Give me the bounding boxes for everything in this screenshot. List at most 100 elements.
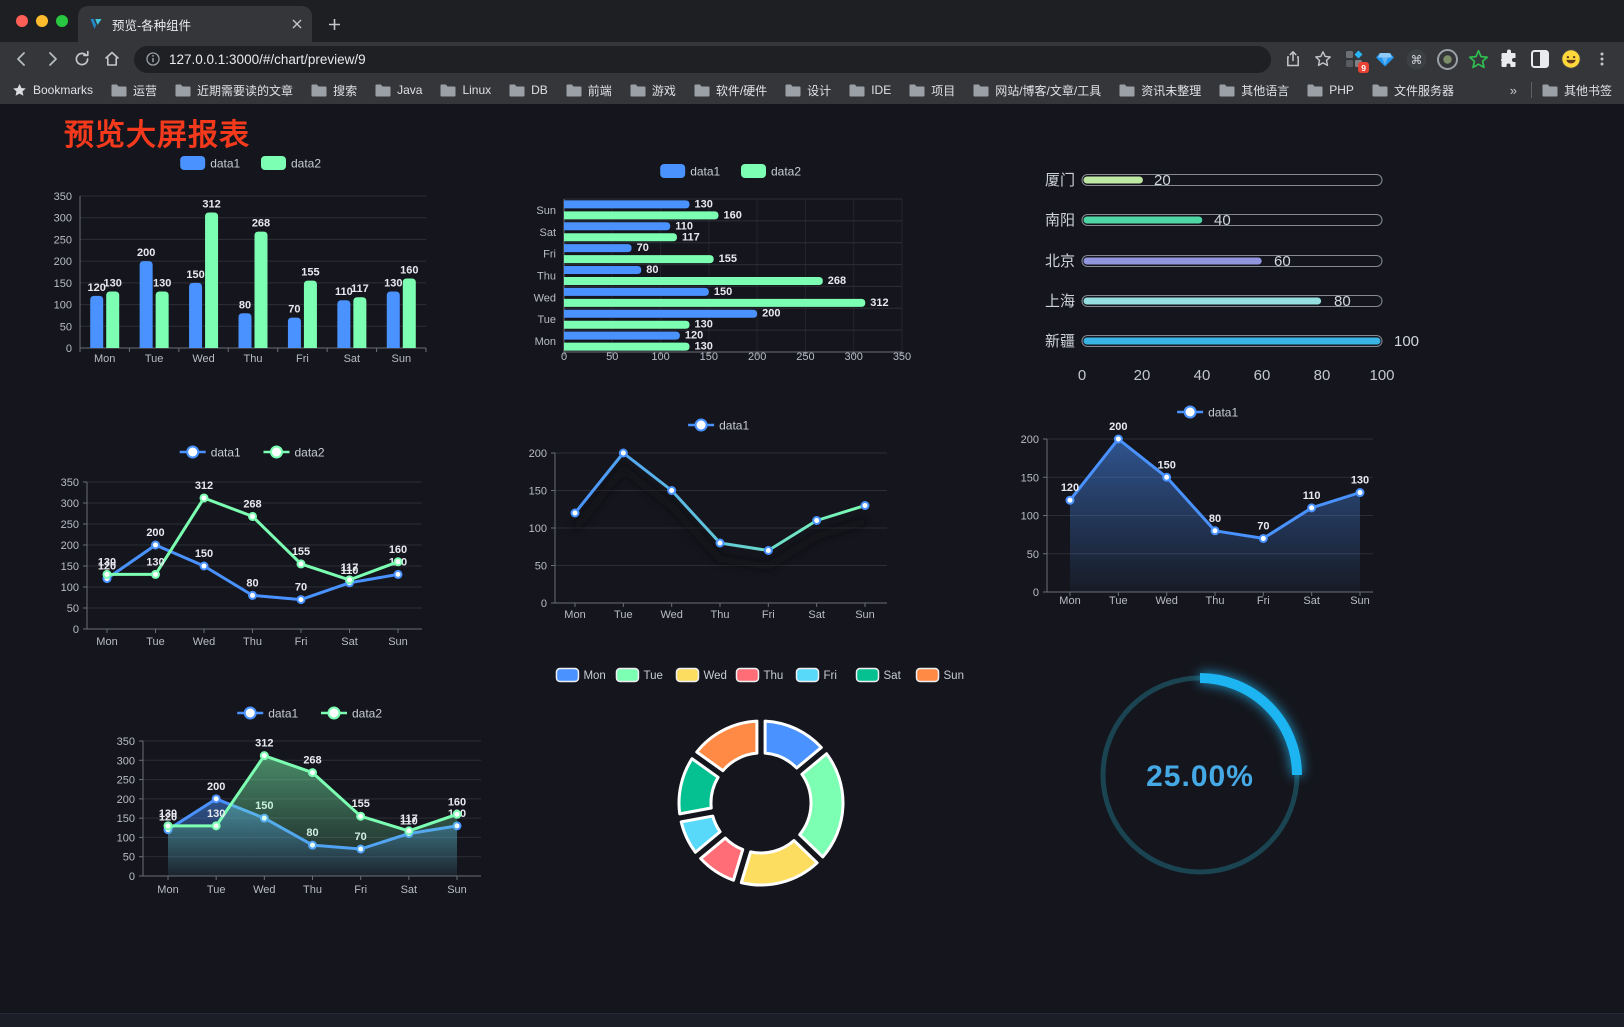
svg-text:Fri: Fri — [543, 249, 556, 261]
legend-item-Tue[interactable]: Tue — [615, 667, 663, 683]
bookmark-folder[interactable]: DB — [509, 83, 548, 97]
bookmark-folder[interactable]: IDE — [849, 83, 891, 97]
chart-progress-bars[interactable]: 厦门 20 南阳 40 北京 60 上海 80 新疆 100 0 20 40 60 80 100 — [1020, 160, 1419, 405]
extension-gem-icon[interactable] — [1374, 48, 1396, 70]
pie-slice-Sun[interactable] — [695, 719, 759, 773]
chart-area-single[interactable]: 0 50 100 150 200 Mon Tue Wed Thu Fri Sat Sun 120 200 1… — [985, 388, 1385, 618]
legend-item-data1[interactable]: data1 — [180, 156, 241, 171]
svg-text:0: 0 — [129, 871, 135, 883]
reload-button[interactable] — [68, 45, 96, 73]
legend-item-Mon[interactable]: Mon — [555, 667, 606, 683]
svg-text:80: 80 — [646, 264, 658, 276]
svg-text:130: 130 — [146, 556, 164, 568]
other-bookmarks-folder[interactable]: 其他书签 — [1542, 82, 1612, 99]
bookmark-folder[interactable]: 网站/博客/文章/工具 — [973, 82, 1101, 99]
svg-text:Thu: Thu — [1206, 595, 1225, 607]
pie-slice-Fri[interactable] — [679, 814, 722, 854]
minimize-window-button[interactable] — [36, 15, 48, 27]
folder-icon — [440, 84, 456, 96]
legend-item-data2[interactable]: data2 — [261, 156, 321, 171]
url-bar[interactable]: 127.0.0.1:3000/#/chart/preview/9 — [134, 45, 1271, 73]
legend-item-data2[interactable]: data2 — [741, 164, 801, 179]
pie-slice-Wed[interactable] — [739, 839, 819, 887]
svg-text:60: 60 — [1254, 367, 1271, 384]
legend-item-Sat[interactable]: Sat — [855, 667, 902, 683]
extension-grid-icon[interactable]: 9 — [1343, 48, 1369, 73]
svg-text:120: 120 — [685, 330, 703, 342]
bookmarks-overflow-chevron[interactable]: » — [1509, 82, 1517, 98]
maximize-window-button[interactable] — [56, 15, 68, 27]
bookmark-folder[interactable]: 其他语言 — [1219, 82, 1289, 99]
bookmarks-manager-button[interactable]: Bookmarks — [12, 83, 93, 98]
extension-contrast-icon[interactable] — [1529, 48, 1551, 70]
site-info-icon[interactable] — [146, 52, 160, 66]
legend-item-data1[interactable]: data1 — [1177, 405, 1238, 420]
svg-text:160: 160 — [448, 796, 466, 808]
svg-text:120: 120 — [1061, 482, 1079, 494]
bookmark-folder[interactable]: 搜索 — [311, 82, 357, 99]
tab-favicon-icon — [88, 16, 104, 32]
svg-text:Fri: Fri — [1257, 595, 1270, 607]
legend-item-data1[interactable]: data1 — [237, 706, 299, 721]
svg-text:130: 130 — [1351, 475, 1369, 487]
svg-text:data1: data1 — [210, 157, 240, 171]
tab-close-icon[interactable] — [292, 19, 302, 29]
bookmark-folder[interactable]: PHP — [1307, 83, 1354, 97]
forward-button[interactable] — [38, 45, 66, 73]
chart-gauge[interactable]: 25.00% — [1095, 656, 1305, 886]
pie-slice-Mon[interactable] — [763, 719, 823, 770]
chart-line-dual[interactable]: 0 50 100 150 200 250 300 350 Mon Tue Wed Thu Fri Sat S… — [42, 440, 472, 660]
bookmark-folder[interactable]: 项目 — [909, 82, 955, 99]
tab-bar: 预览-各种组件 — [0, 0, 1624, 42]
legend-item-data1[interactable]: data1 — [660, 164, 721, 179]
legend-item-data2[interactable]: data2 — [263, 445, 325, 460]
extension-command-icon[interactable]: ⌘ — [1405, 48, 1427, 70]
legend-item-Fri[interactable]: Fri — [795, 667, 837, 683]
extension-green-star-icon[interactable] — [1467, 48, 1489, 70]
chart-line-gradient[interactable]: 0 50 100 150 200 Mon Tue Wed Thu Fri Sat Sun data1 — [505, 400, 905, 635]
bookmark-folder[interactable]: 软件/硬件 — [694, 82, 767, 99]
chart-bar-vertical[interactable]: 0 50 100 150 200 250 300 350 Mon Tue Wed Thu Fri Sat S… — [38, 150, 468, 375]
legend-item-Wed[interactable]: Wed — [675, 667, 727, 683]
close-window-button[interactable] — [16, 15, 28, 27]
bookmark-star-icon[interactable] — [1309, 45, 1337, 73]
back-button[interactable] — [8, 45, 36, 73]
share-icon[interactable] — [1279, 45, 1307, 73]
legend-item-data1[interactable]: data1 — [688, 418, 749, 433]
pie-slice-Sat[interactable] — [677, 757, 720, 816]
bookmark-folder[interactable]: 设计 — [785, 82, 831, 99]
svg-text:80: 80 — [1334, 293, 1351, 310]
pie-slice-Tue[interactable] — [798, 752, 845, 859]
svg-text:50: 50 — [1027, 549, 1039, 561]
svg-text:Wed: Wed — [253, 884, 275, 896]
bookmark-folder[interactable]: Linux — [440, 83, 491, 97]
legend-item-Sun[interactable]: Sun — [915, 667, 964, 683]
bookmark-folder[interactable]: 游戏 — [630, 82, 676, 99]
legend-item-data1[interactable]: data1 — [179, 445, 241, 460]
url-text[interactable]: 127.0.0.1:3000/#/chart/preview/9 — [169, 51, 366, 67]
bookmark-folder[interactable]: 前端 — [566, 82, 612, 99]
extension-puzzle-icon[interactable] — [1498, 48, 1520, 70]
svg-text:Tue: Tue — [1109, 595, 1128, 607]
bookmark-folder[interactable]: Java — [375, 83, 422, 97]
home-button[interactable] — [98, 45, 126, 73]
extension-camera-icon[interactable] — [1436, 48, 1458, 70]
svg-text:300: 300 — [845, 351, 863, 363]
legend-item-data2[interactable]: data2 — [321, 706, 382, 721]
chart-bar-horizontal[interactable]: 0 50 100 150 200 250 300 350 Sun 130 160 Sat 110 117 F… — [505, 155, 915, 370]
legend-item-Thu[interactable]: Thu — [735, 667, 783, 683]
profile-avatar-emoji[interactable] — [1560, 48, 1582, 70]
new-tab-button[interactable] — [322, 12, 346, 36]
chart-area-dual[interactable]: 0 50 100 150 200 250 300 350 Mon Tue Wed Thu Fri Sat S… — [100, 700, 530, 915]
chart-donut[interactable]: Mon Tue Wed Thu Fri Sat Sun — [555, 660, 965, 900]
bookmark-folder-label: 软件/硬件 — [715, 83, 768, 98]
menu-kebab-icon[interactable] — [1588, 45, 1616, 73]
bookmark-folder[interactable]: 近期需要读的文章 — [175, 82, 293, 99]
svg-text:250: 250 — [117, 775, 135, 787]
browser-tab[interactable]: 预览-各种组件 — [78, 6, 312, 42]
bookmark-folder[interactable]: 运营 — [111, 82, 157, 99]
pie-slice-Thu[interactable] — [699, 836, 745, 882]
svg-text:0: 0 — [561, 351, 567, 363]
bookmark-folder[interactable]: 文件服务器 — [1372, 82, 1454, 99]
bookmark-folder[interactable]: 资讯未整理 — [1119, 82, 1201, 99]
